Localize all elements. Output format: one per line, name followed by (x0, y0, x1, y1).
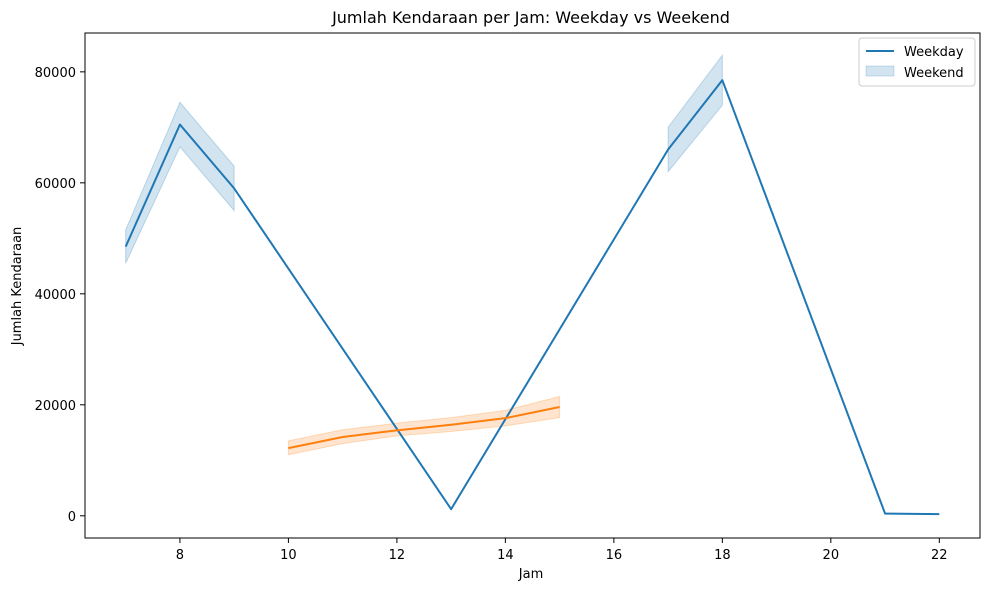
legend-label-weekday: Weekday (904, 45, 964, 60)
data-point-series-2 (450, 424, 452, 426)
data-point-weekday (125, 246, 127, 248)
y-tick-label: 80000 (35, 66, 76, 81)
legend-swatch-weekend (865, 65, 895, 77)
data-point-weekday (233, 187, 235, 189)
plot-frame (84, 32, 981, 539)
y-tick-label: 40000 (35, 288, 76, 303)
plot-area (124, 53, 940, 516)
x-tick-label: 18 (714, 548, 731, 563)
chart-title: Jumlah Kendaraan per Jam: Weekday vs Wee… (331, 8, 730, 27)
x-tick-label: 10 (280, 548, 297, 563)
x-tick-label: 8 (176, 548, 184, 563)
data-point-weekday (450, 508, 452, 510)
x-tick-label: 22 (931, 548, 948, 563)
y-axis: 0 20000 40000 60000 80000 (35, 66, 85, 525)
x-axis-label: Jam (518, 567, 543, 582)
data-point-series-2 (396, 429, 398, 431)
series-line-weekday (124, 79, 940, 516)
x-tick-label: 14 (497, 548, 514, 563)
data-point-weekday (667, 149, 669, 151)
y-axis-label: Jumlah Kendaraan (10, 227, 25, 347)
x-tick-label: 16 (606, 548, 623, 563)
x-tick-label: 20 (823, 548, 840, 563)
y-tick-label: 20000 (35, 399, 76, 414)
confidence-band-3 (287, 395, 561, 456)
data-point-series-2 (287, 447, 289, 449)
data-point-weekday (938, 513, 940, 515)
legend-label-weekend: Weekend (904, 66, 964, 81)
legend: Weekday Weekend (858, 37, 976, 87)
data-point-series-2 (559, 406, 561, 408)
x-tick-label: 12 (389, 548, 406, 563)
data-point-series-2 (342, 436, 344, 438)
data-point-series-2 (504, 417, 506, 419)
data-point-weekday (721, 79, 723, 81)
x-axis: 8 10 12 14 16 18 20 22 (176, 538, 948, 563)
data-point-weekday (179, 124, 181, 126)
confidence-band-1 (125, 101, 235, 264)
data-point-weekday (884, 513, 886, 515)
y-tick-label: 60000 (35, 177, 76, 192)
y-tick-label: 0 (68, 510, 76, 525)
series-line-series-2 (288, 406, 560, 450)
